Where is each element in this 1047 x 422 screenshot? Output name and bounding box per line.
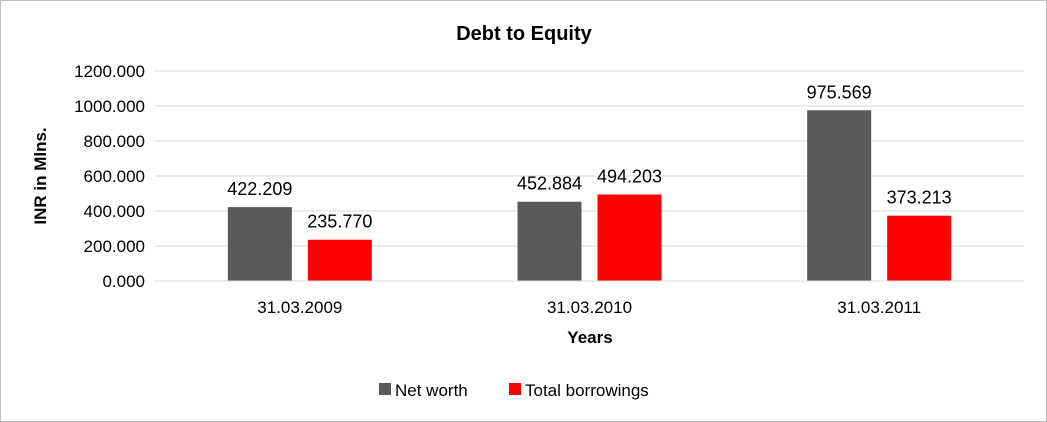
bar-total-borrowings [887, 215, 952, 281]
bar-total-borrowings [597, 194, 662, 281]
data-label-net-worth: 422.209 [227, 179, 292, 199]
legend-label-net-worth: Net worth [395, 381, 468, 400]
y-tick-label: 1200.000 [74, 62, 145, 81]
bar-total-borrowings [307, 239, 372, 281]
x-tick-labels: 31.03.2009 31.03.2010 31.03.2011 [257, 298, 921, 317]
legend-label-total-borrowings: Total borrowings [525, 381, 649, 400]
gridlines [155, 70, 1024, 247]
x-tick-label: 31.03.2011 [837, 298, 921, 317]
y-axis-title: INR in Mlns. [31, 127, 50, 224]
y-tick-label: 200.000 [84, 237, 145, 256]
bars [227, 110, 952, 282]
legend: Net worth Total borrowings [379, 381, 649, 400]
bar-net-worth [227, 207, 292, 281]
bar-net-worth [517, 201, 582, 281]
data-label-net-worth: 452.884 [517, 174, 582, 194]
data-label-net-worth: 975.569 [807, 82, 872, 102]
y-tick-label: 600.000 [84, 167, 145, 186]
y-tick-labels: 0.000 200.000 400.000 600.000 800.000 1000.00… [74, 62, 145, 291]
legend-swatch-total-borrowings [509, 383, 521, 395]
x-tick-label: 31.03.2010 [547, 298, 632, 317]
x-axis-title: Years [567, 328, 612, 347]
bar-net-worth [807, 110, 872, 282]
data-label-total-borrowings: 494.203 [597, 167, 662, 187]
chart-title: Debt to Equity [456, 23, 592, 45]
data-label-total-borrowings: 235.770 [307, 212, 372, 232]
data-labels: 422.209 235.770 452.884 494.203 975.569 373.2… [227, 82, 951, 231]
x-tick-label: 31.03.2009 [257, 298, 342, 317]
y-tick-label: 0.000 [102, 272, 145, 291]
y-tick-label: 800.000 [84, 132, 145, 151]
legend-swatch-net-worth [379, 383, 391, 395]
y-tick-label: 400.000 [84, 202, 145, 221]
data-label-total-borrowings: 373.213 [887, 188, 952, 208]
y-tick-label: 1000.000 [74, 97, 145, 116]
